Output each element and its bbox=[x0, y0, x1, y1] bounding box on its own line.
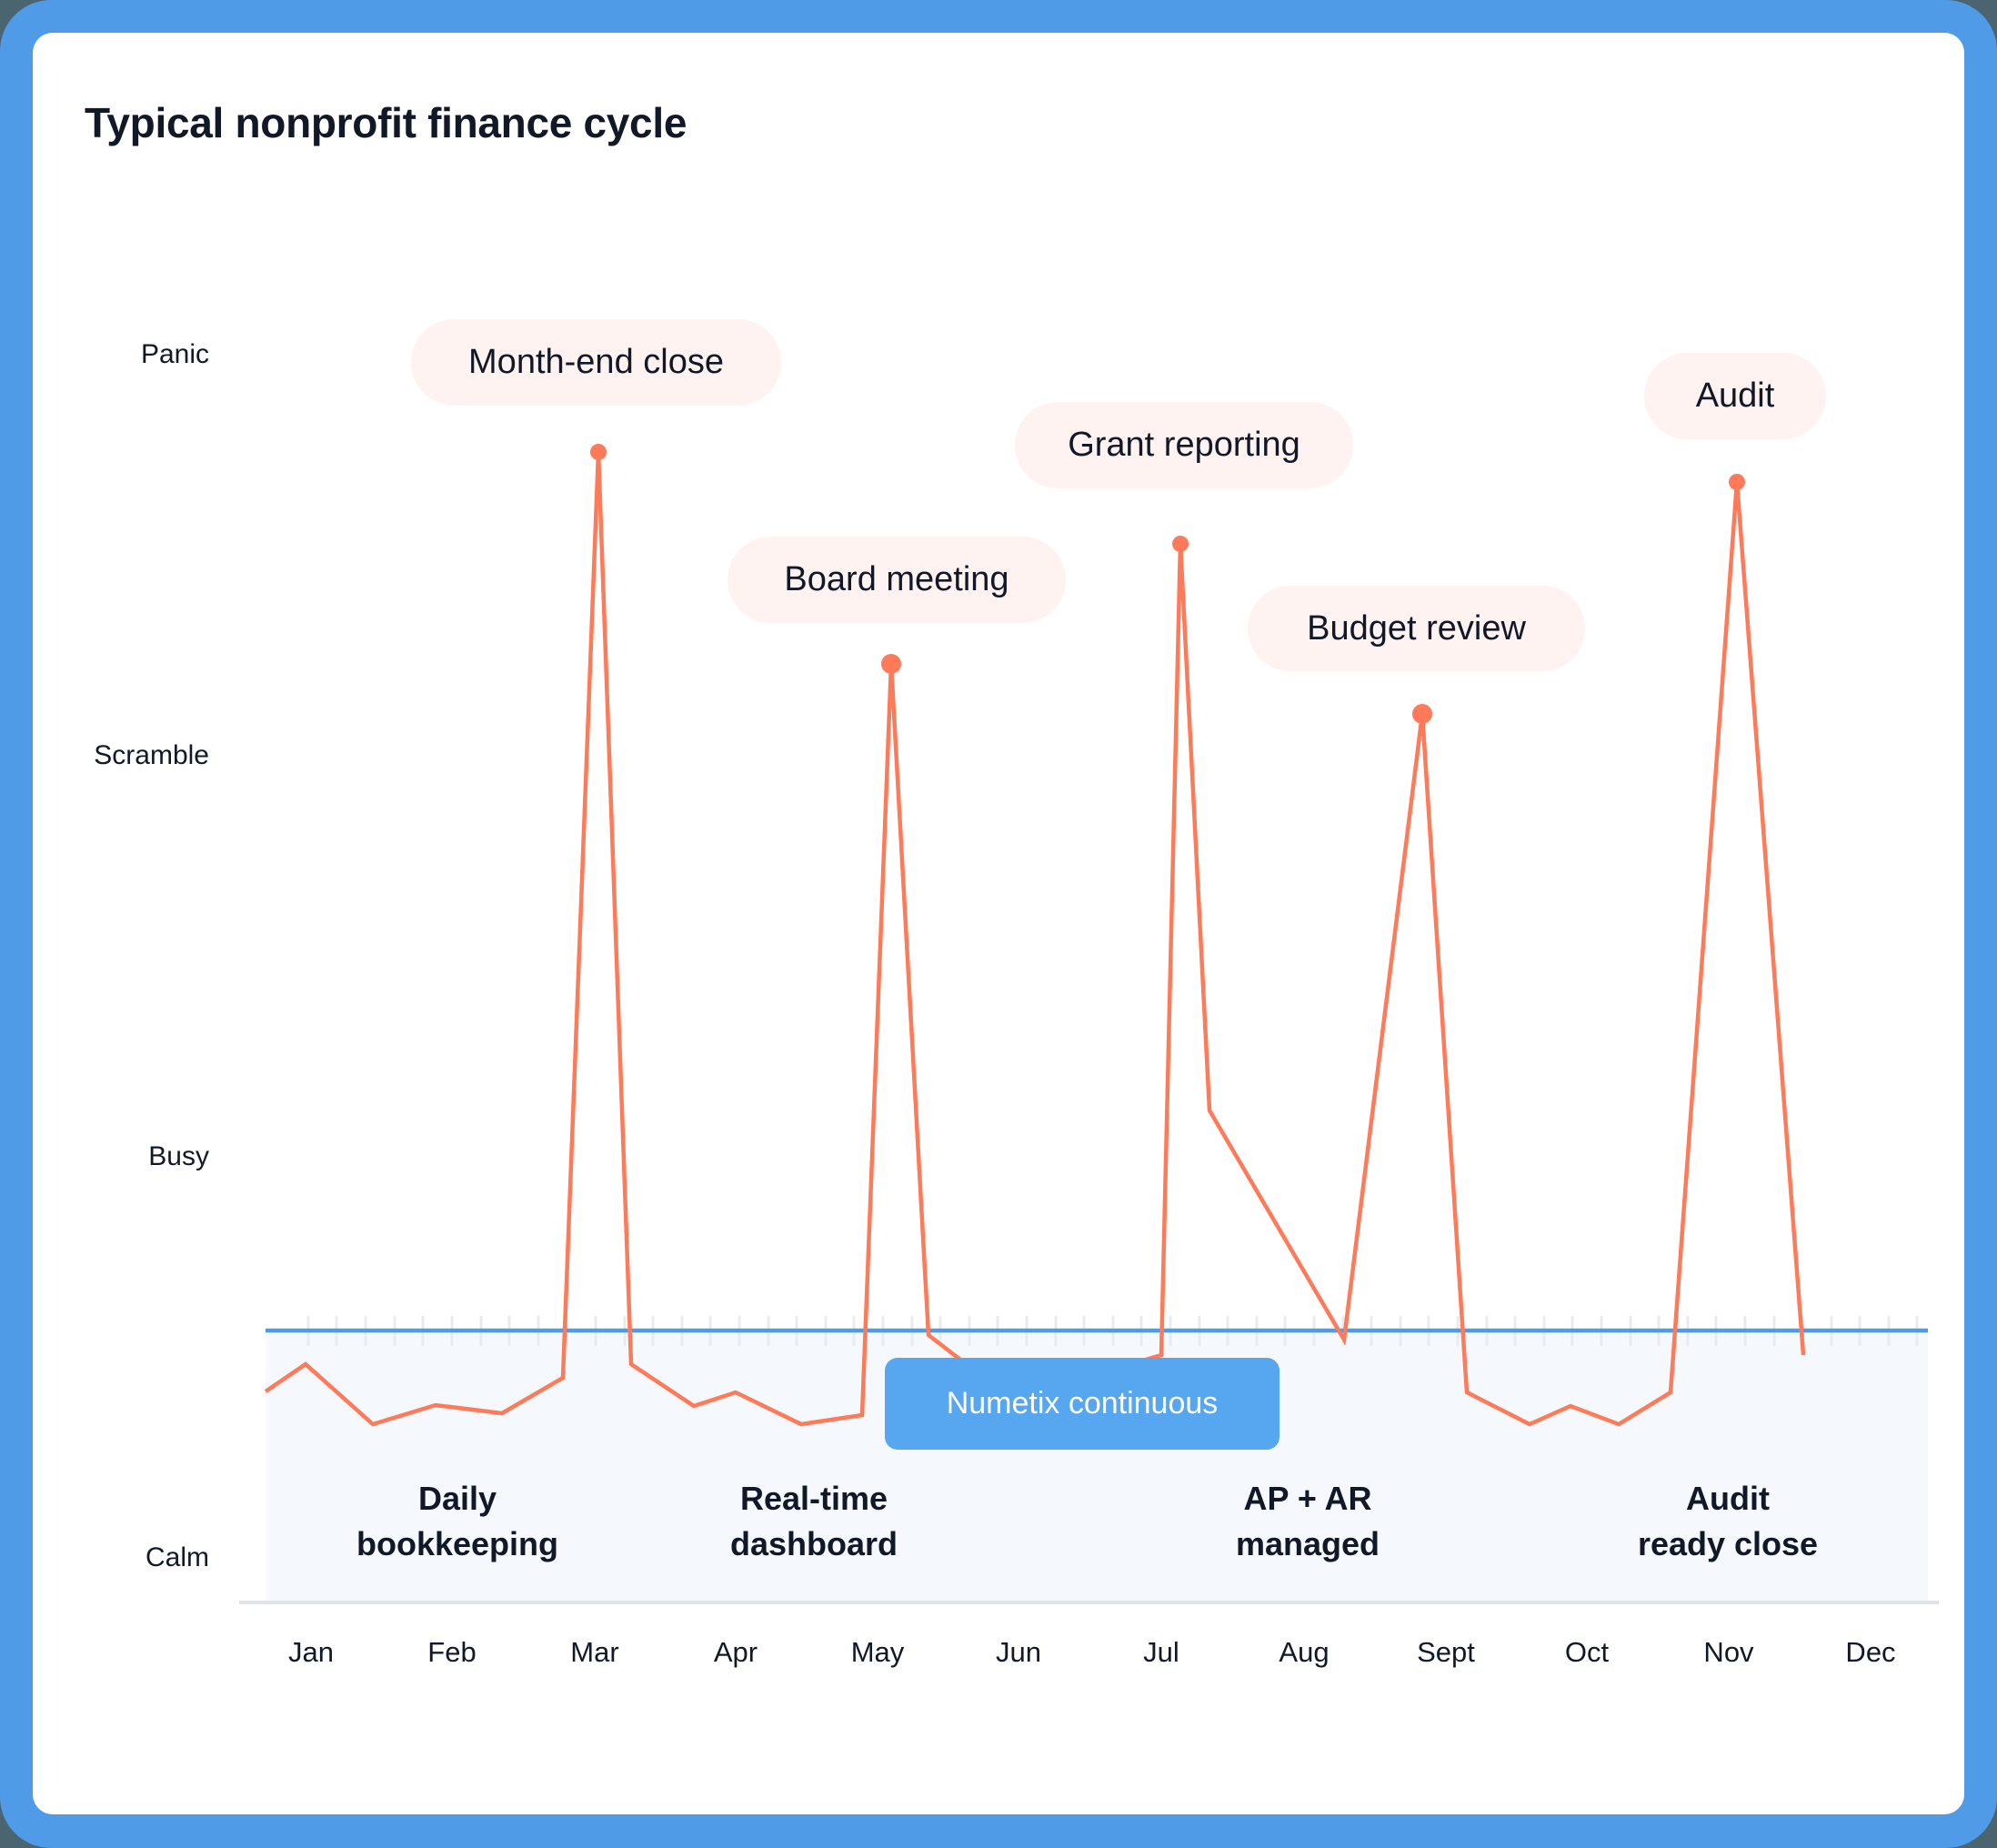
feature-line-1: Audit bbox=[1686, 1480, 1770, 1517]
feature-real-time-dashboard: Real-time dashboard bbox=[730, 1476, 898, 1567]
x-label-jan: Jan bbox=[288, 1636, 334, 1668]
x-label-may: May bbox=[850, 1636, 905, 1668]
feature-line-1: Real-time bbox=[739, 1480, 888, 1517]
x-label-apr: Apr bbox=[713, 1636, 758, 1668]
event-pill-grant-reporting: Grant reporting bbox=[1015, 402, 1353, 488]
y-label-scramble: Scramble bbox=[94, 740, 209, 770]
feature-line-2: ready close bbox=[1637, 1525, 1819, 1562]
event-pill-board-meeting: Board meeting bbox=[728, 537, 1066, 623]
feature-line-2: bookkeeping bbox=[356, 1525, 559, 1562]
x-label-oct: Oct bbox=[1564, 1636, 1610, 1668]
feature-line-2: dashboard bbox=[729, 1525, 898, 1562]
event-pill-audit: Audit bbox=[1644, 353, 1826, 439]
chart-title: Typical nonprofit finance cycle bbox=[85, 99, 687, 146]
x-label-sept: Sept bbox=[1417, 1636, 1475, 1668]
event-pill-budget-review: Budget review bbox=[1248, 586, 1585, 671]
x-label-jun: Jun bbox=[996, 1636, 1041, 1668]
x-label-nov: Nov bbox=[1703, 1636, 1754, 1668]
peak-dot-grant-reporting bbox=[1172, 536, 1189, 552]
peak-dot-board-meeting bbox=[881, 654, 901, 674]
numetix-continuous-badge: Numetix continuous bbox=[885, 1358, 1279, 1450]
x-label-dec: Dec bbox=[1845, 1636, 1896, 1668]
peak-dot-month-end bbox=[590, 444, 607, 460]
feature-line-1: AP + AR bbox=[1243, 1480, 1372, 1517]
feature-line-2: managed bbox=[1235, 1525, 1380, 1562]
feature-line-1: Daily bbox=[417, 1480, 497, 1517]
workload-line bbox=[264, 451, 1806, 1427]
feature-audit-ready-close: Audit ready close bbox=[1638, 1476, 1818, 1567]
y-label-panic: Panic bbox=[140, 339, 209, 369]
feature-ap-ar-managed: AP + AR managed bbox=[1236, 1476, 1380, 1567]
event-pill-month-end-close: Month-end close bbox=[411, 319, 781, 406]
peak-dot-budget-review bbox=[1412, 704, 1432, 724]
x-label-aug: Aug bbox=[1279, 1636, 1330, 1668]
y-label-calm: Calm bbox=[145, 1542, 209, 1572]
x-label-mar: Mar bbox=[570, 1636, 619, 1668]
feature-daily-bookkeeping: Daily bookkeeping bbox=[356, 1476, 558, 1567]
x-label-jul: Jul bbox=[1143, 1636, 1179, 1668]
y-label-busy: Busy bbox=[148, 1141, 209, 1171]
peak-dot-audit bbox=[1729, 474, 1745, 490]
x-label-feb: Feb bbox=[427, 1636, 477, 1668]
